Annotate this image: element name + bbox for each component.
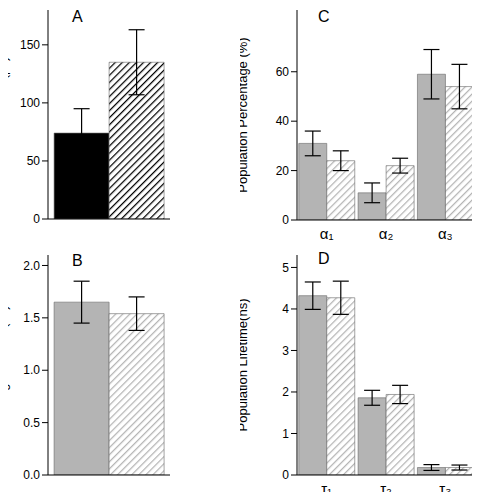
html-text:B: B [72, 252, 83, 269]
svg-text:5: 5 [282, 261, 289, 275]
html-text:A: A [72, 8, 83, 25]
svg-text:α₂: α₂ [379, 225, 394, 242]
svg-text:α₃: α₃ [438, 225, 453, 242]
svg-text:0.0: 0.0 [23, 468, 40, 482]
svg-text:1: 1 [282, 427, 289, 441]
svg-text:0.5: 0.5 [23, 416, 40, 430]
svg-text:40: 40 [276, 114, 290, 128]
svg-text:2: 2 [282, 385, 289, 399]
svg-text:1.0: 1.0 [23, 363, 40, 377]
svg-text:100: 100 [20, 96, 40, 110]
svg-text:Population Percentage (%): Population Percentage (%) [240, 37, 250, 192]
svg-text:Relaxation time (µs): Relaxation time (µs) [8, 57, 10, 173]
html-text:D: D [318, 250, 330, 267]
svg-text:4: 4 [282, 302, 289, 316]
html-text:C: C [318, 8, 330, 25]
svg-text:α₁: α₁ [320, 225, 334, 242]
svg-text:50: 50 [27, 154, 41, 168]
svg-text:τ₁: τ₁ [321, 480, 332, 492]
svg-text:Average lifetime (ns): Average lifetime (ns) [8, 306, 10, 425]
svg-text:20: 20 [276, 164, 290, 178]
svg-text:150: 150 [20, 38, 40, 52]
svg-text:0: 0 [282, 213, 289, 227]
svg-text:60: 60 [276, 65, 290, 79]
svg-text:0: 0 [282, 468, 289, 482]
svg-text:Population Lifetime(ns): Population Lifetime(ns) [240, 299, 250, 432]
svg-text:1.5: 1.5 [23, 311, 40, 325]
svg-text:3: 3 [282, 344, 289, 358]
svg-text:τ₃: τ₃ [439, 480, 451, 492]
svg-text:2.0: 2.0 [23, 259, 40, 273]
svg-text:τ₂: τ₂ [380, 480, 392, 492]
svg-text:0: 0 [33, 212, 40, 226]
